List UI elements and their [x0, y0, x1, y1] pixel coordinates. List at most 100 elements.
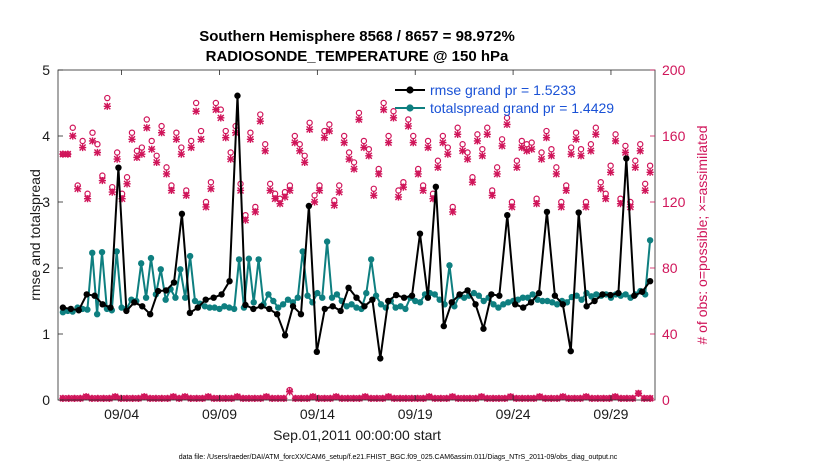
- series-point-spread: [250, 299, 257, 306]
- obs-assimilated-marker: [262, 393, 270, 401]
- obs-assimilated-marker: [468, 178, 477, 186]
- obs-assimilated-marker: [133, 153, 141, 162]
- obs-possible-marker: [79, 137, 86, 145]
- series-point-spread: [226, 304, 233, 311]
- obs-assimilated-marker: [93, 148, 102, 157]
- obs-possible-marker: [197, 127, 205, 135]
- y-tick-label-right: 40: [662, 326, 678, 342]
- obs-possible-marker: [158, 122, 165, 130]
- obs-assimilated-marker: [576, 394, 584, 402]
- y-tick-label-left: 5: [42, 62, 50, 78]
- series-point-spread: [211, 304, 218, 311]
- obs-assimilated-marker: [177, 150, 185, 158]
- series-point-rmse: [392, 291, 400, 299]
- series-point-spread: [480, 297, 487, 305]
- obs-assimilated-marker: [69, 132, 77, 140]
- obs-assimilated-marker: [542, 134, 551, 142]
- series-point-spread: [182, 294, 189, 301]
- series-point-spread: [275, 304, 282, 311]
- obs-possible-marker: [148, 137, 155, 145]
- obs-assimilated-marker: [182, 191, 190, 199]
- obs-assimilated-marker: [108, 188, 116, 196]
- obs-possible-marker: [370, 185, 377, 192]
- obs-assimilated-marker: [79, 143, 87, 152]
- obs-assimilated-marker: [335, 188, 343, 196]
- obs-assimilated-marker: [360, 143, 368, 152]
- series-point-spread: [319, 294, 326, 301]
- obs-assimilated-marker: [626, 203, 634, 211]
- series-point-rmse: [281, 332, 289, 339]
- obs-assimilated-marker: [379, 394, 387, 402]
- obs-assimilated-marker: [513, 163, 521, 171]
- obs-assimilated-marker: [212, 106, 220, 114]
- series-point-rmse: [408, 292, 416, 299]
- obs-assimilated-marker: [552, 170, 560, 178]
- series-layer: [59, 92, 654, 402]
- series-point-rmse: [527, 299, 535, 306]
- y-tick-label-right: 160: [662, 128, 686, 144]
- obs-assimilated-marker: [286, 388, 294, 396]
- obs-assimilated-marker: [217, 114, 225, 122]
- series-point-rmse: [591, 297, 598, 305]
- series-point-spread: [230, 305, 238, 313]
- series-point-rmse: [313, 348, 321, 356]
- y-axis-label-left: rmse and totalspread: [27, 169, 43, 301]
- series-point-rmse: [258, 303, 265, 310]
- obs-assimilated-marker: [399, 183, 407, 191]
- y-tick-label-right: 80: [662, 260, 678, 276]
- obs-assimilated-marker: [146, 394, 154, 402]
- series-point-rmse: [535, 289, 543, 297]
- series-point-spread: [216, 305, 223, 313]
- obs-possible-marker: [405, 116, 412, 123]
- obs-assimilated-marker: [320, 394, 329, 402]
- obs-assimilated-marker: [597, 185, 605, 193]
- series-point-spread: [177, 266, 184, 273]
- series-point-spread: [186, 252, 194, 260]
- obs-assimilated-marker: [463, 155, 472, 163]
- y-tick-label-left: 1: [42, 326, 50, 342]
- obs-assimilated-marker: [414, 170, 422, 178]
- obs-assimilated-marker: [349, 394, 358, 402]
- series-point-rmse: [543, 208, 551, 216]
- obs-assimilated-marker: [429, 195, 437, 203]
- x-tick-label: 09/19: [398, 406, 433, 422]
- obs-assimilated-marker: [483, 394, 491, 402]
- obs-possible-marker: [192, 99, 200, 107]
- obs-assimilated-marker: [207, 185, 215, 193]
- series-point-rmse: [345, 284, 352, 291]
- obs-assimilated-marker: [530, 394, 538, 402]
- series-point-spread: [544, 297, 551, 305]
- obs-possible-marker: [493, 164, 501, 171]
- obs-assimilated-marker: [607, 168, 615, 176]
- series-point-rmse: [424, 294, 432, 301]
- obs-assimilated-marker: [623, 394, 631, 402]
- obs-assimilated-marker: [268, 394, 276, 402]
- series-point-rmse: [123, 307, 130, 315]
- obs-possible-marker: [479, 145, 486, 153]
- obs-assimilated-marker: [394, 193, 403, 201]
- series-point-rmse: [194, 304, 201, 311]
- obs-possible-marker: [178, 144, 185, 151]
- obs-assimilated-marker: [498, 142, 506, 150]
- obs-assimilated-marker: [140, 393, 148, 401]
- series-point-spread: [367, 256, 375, 263]
- series-point-spread: [255, 256, 262, 263]
- obs-assimilated-marker: [181, 393, 189, 401]
- obs-assimilated-marker: [402, 394, 410, 402]
- obs-assimilated-marker: [640, 394, 648, 402]
- series-point-rmse: [273, 311, 281, 318]
- obs-assimilated-marker: [634, 389, 643, 397]
- series-point-spread: [113, 248, 120, 255]
- obs-assimilated-marker: [559, 393, 567, 401]
- obs-assimilated-marker: [541, 394, 550, 402]
- series-point-rmse: [186, 309, 194, 317]
- obs-assimilated-marker: [297, 394, 305, 402]
- obs-assimilated-marker: [495, 394, 503, 402]
- obs-assimilated-marker: [315, 186, 324, 195]
- chart-title-line2: RADIOSONDE_TEMPERATURE @ 150 hPa: [206, 48, 509, 65]
- obs-assimilated-marker: [524, 394, 532, 402]
- series-point-rmse: [432, 183, 440, 191]
- obs-possible-marker: [528, 139, 535, 146]
- series-point-spread: [201, 303, 209, 310]
- obs-possible-marker: [380, 99, 387, 107]
